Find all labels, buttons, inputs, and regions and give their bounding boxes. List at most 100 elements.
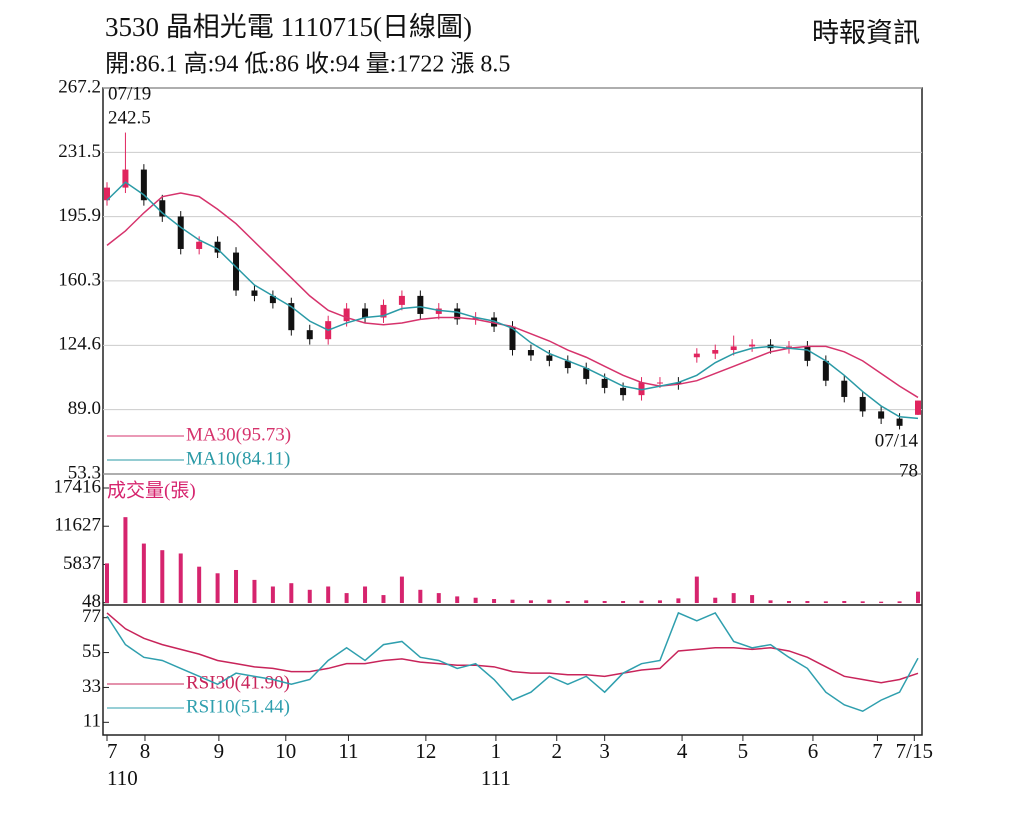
y-tick-label: 5837 <box>63 553 101 574</box>
candle-body <box>841 380 848 397</box>
title: 3530 晶相光電 1110715(日線圖) <box>105 12 472 42</box>
bar <box>105 563 109 603</box>
y-tick-label: 77 <box>82 606 101 627</box>
frame <box>102 87 923 736</box>
candle-body <box>398 295 405 305</box>
y-tick-label: 160.3 <box>58 269 101 290</box>
bar <box>473 597 478 603</box>
candle-body <box>749 344 756 347</box>
y-tick-label: 11 <box>83 711 101 732</box>
legend-label: MA30(95.73) <box>186 424 291 445</box>
x-tick-label: 7 <box>872 739 883 763</box>
candle-body <box>656 382 663 384</box>
x-tick-label: 7 <box>107 739 118 763</box>
candle-body <box>822 360 829 381</box>
candle-body <box>159 200 166 217</box>
bar <box>842 601 847 603</box>
x-tick-label: 8 <box>140 739 151 763</box>
candle-body <box>785 346 792 349</box>
bar <box>639 600 644 603</box>
x-tick-label: 12 <box>415 739 436 763</box>
candle-body <box>288 303 295 331</box>
candle-body <box>712 350 719 354</box>
candle-body <box>896 418 903 426</box>
bar <box>123 517 128 603</box>
bar <box>289 583 294 603</box>
line <box>106 612 919 684</box>
candle-body <box>859 396 866 412</box>
y-tick-label: 89.0 <box>68 398 101 419</box>
x-tick-label: 7/15 <box>896 739 933 763</box>
candle-body <box>620 387 627 396</box>
bar <box>805 601 810 603</box>
annotation: 242.5 <box>108 107 151 128</box>
bar <box>879 601 884 603</box>
candle-body <box>104 187 110 201</box>
bar <box>694 576 699 603</box>
bar <box>307 589 312 603</box>
bar <box>750 595 755 603</box>
y-tick-label: 53.3 <box>68 462 101 483</box>
candle-body <box>804 346 811 361</box>
x-tick-label: 4 <box>677 739 688 763</box>
y-tick-label: 17416 <box>54 476 102 497</box>
source: 時報資訊 <box>812 18 920 48</box>
y-tick-label: 11627 <box>54 515 101 536</box>
candle-body <box>343 308 350 322</box>
bar <box>270 586 275 603</box>
bar <box>676 598 681 603</box>
bar <box>602 601 607 603</box>
candle-body <box>527 350 534 356</box>
line <box>106 611 919 713</box>
bar <box>178 553 183 603</box>
y-tick-label: 48 <box>82 591 101 612</box>
candle-body <box>693 353 700 358</box>
bar <box>897 601 902 603</box>
bar <box>786 601 791 603</box>
bar <box>455 596 460 603</box>
bar <box>510 599 515 603</box>
candle-body <box>509 326 516 351</box>
candle-body <box>251 290 258 296</box>
x-tick-label: 11 <box>338 739 358 763</box>
legend-label: RSI10(51.44) <box>186 696 290 717</box>
bar <box>215 573 220 603</box>
x-tick-label: 3 <box>599 739 610 763</box>
bar <box>492 599 497 603</box>
bar <box>768 600 773 603</box>
candle-body <box>472 317 479 320</box>
candle-body <box>878 411 885 419</box>
y-tick-label: 55 <box>82 641 101 662</box>
bar <box>713 597 718 603</box>
candle-body <box>601 378 608 388</box>
x-tick-label: 6 <box>808 739 819 763</box>
candle-body <box>380 304 387 318</box>
line <box>106 181 919 420</box>
bar <box>326 586 331 603</box>
bar <box>584 600 589 603</box>
candle-body <box>140 169 147 201</box>
line <box>106 192 919 399</box>
bar <box>234 569 239 603</box>
candle-body <box>638 382 645 396</box>
bar <box>657 600 662 603</box>
candle-body <box>417 295 424 314</box>
y-tick-label: 124.6 <box>58 334 101 355</box>
year-label: 110 <box>107 766 138 790</box>
candle-body <box>122 169 129 188</box>
candle-body <box>214 241 221 253</box>
candle-body <box>269 295 276 304</box>
annotation: 07/14 <box>875 430 919 451</box>
bar <box>252 579 257 603</box>
legend-label: MA10(84.11) <box>186 448 290 469</box>
bar <box>436 593 441 603</box>
y-tick-label: 33 <box>82 676 101 697</box>
bar <box>916 591 920 603</box>
candle-body <box>306 330 313 340</box>
candle-body <box>435 308 442 314</box>
x-tick-label: 10 <box>275 739 296 763</box>
candle-body <box>730 346 737 351</box>
bar <box>399 576 404 603</box>
x-tick-label: 5 <box>738 739 749 763</box>
